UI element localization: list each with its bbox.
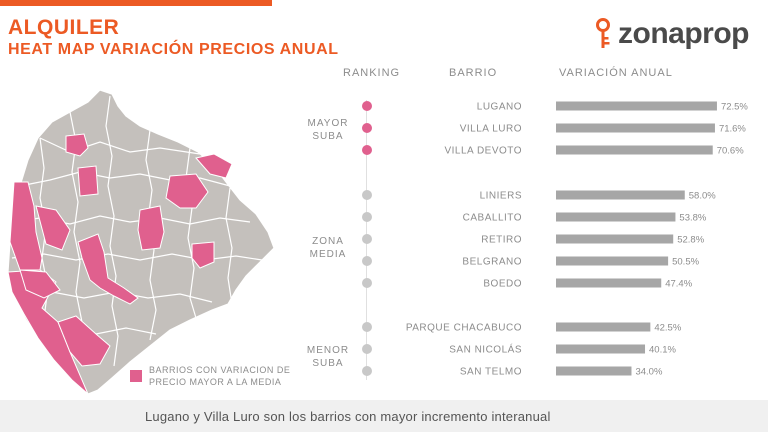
value-label-parque-chacabuco: 42.5% bbox=[654, 323, 681, 334]
map-area-belgrano bbox=[165, 173, 209, 209]
map-area-mataderos bbox=[35, 205, 71, 251]
rank-dot-caballito bbox=[362, 212, 372, 222]
value-label-lugano: 72.5% bbox=[721, 102, 748, 113]
bar-liniers bbox=[556, 190, 685, 200]
map-area-villa-soldati bbox=[57, 315, 111, 367]
page-title: ALQUILER bbox=[8, 16, 120, 39]
value-label-san-nicol-s: 40.1% bbox=[649, 345, 676, 356]
page-subtitle: HEAT MAP VARIACIÓN PRECIOS ANUAL bbox=[8, 41, 339, 58]
barrio-label-belgrano: BELGRANO bbox=[462, 257, 522, 268]
variacion-header: VARIACIÓN ANUAL bbox=[559, 67, 673, 79]
value-label-retiro: 52.8% bbox=[677, 235, 704, 246]
group-label-mayor-suba: MAYOR SUBA bbox=[307, 118, 349, 142]
barrio-label-san-telmo: SAN TELMO bbox=[460, 367, 522, 378]
bar-caballito bbox=[556, 212, 676, 222]
barrio-label-parque-chacabuco: PARQUE CHACABUCO bbox=[406, 323, 522, 334]
footer-bar bbox=[0, 400, 768, 432]
barrio-header: BARRIO bbox=[449, 67, 498, 79]
rank-dot-retiro bbox=[362, 234, 372, 244]
footer-caption: Lugano y Villa Luro son los barrios con … bbox=[145, 409, 551, 424]
value-label-villa-devoto: 70.6% bbox=[717, 146, 744, 157]
map-area-lugano bbox=[7, 269, 89, 395]
barrio-label-san-nicol-s: SAN NICOLÁS bbox=[449, 343, 522, 356]
legend-swatch bbox=[130, 370, 142, 382]
key-icon bbox=[596, 18, 610, 48]
map-area-caballito bbox=[137, 205, 165, 251]
top-accent-bar bbox=[0, 0, 272, 6]
group-label-zona-media: ZONA MEDIA bbox=[309, 236, 347, 260]
barrio-label-villa-luro: VILLA LURO bbox=[460, 124, 522, 135]
rank-dot-liniers bbox=[362, 190, 372, 200]
map-area-villa-riachuelo bbox=[19, 269, 61, 299]
rank-dot-san-telmo bbox=[362, 366, 372, 376]
bar-villa-luro bbox=[556, 123, 715, 133]
value-label-belgrano: 50.5% bbox=[672, 257, 699, 268]
rank-dot-parque-chacabuco bbox=[362, 322, 372, 332]
rank-dot-boedo bbox=[362, 278, 372, 288]
heat-map bbox=[7, 89, 275, 395]
barrio-label-caballito: CABALLITO bbox=[463, 213, 522, 224]
barrio-label-boedo: BOEDO bbox=[483, 279, 522, 290]
map-area-retiro bbox=[195, 153, 233, 179]
rank-dot-belgrano bbox=[362, 256, 372, 266]
bar-retiro bbox=[556, 234, 674, 244]
barrio-label-retiro: RETIRO bbox=[481, 235, 522, 246]
bar-lugano bbox=[556, 101, 717, 111]
barrio-label-lugano: LUGANO bbox=[477, 102, 522, 113]
logo-wordmark: zonaprop bbox=[618, 17, 750, 50]
highlighted-neighborhoods bbox=[7, 133, 233, 395]
legend-text: BARRIOS CON VARIACION DE PRECIO MAYOR A L… bbox=[149, 365, 291, 387]
bar-parque-chacabuco bbox=[556, 322, 651, 332]
group-label-menor-suba: MENOR SUBA bbox=[306, 345, 350, 369]
rank-dot-villa-devoto bbox=[362, 145, 372, 155]
value-label-caballito: 53.8% bbox=[679, 213, 706, 224]
bar-belgrano bbox=[556, 256, 669, 266]
bar-villa-devoto bbox=[556, 145, 713, 155]
rank-dot-san-nicol-s bbox=[362, 344, 372, 354]
bar-san-telmo bbox=[556, 366, 632, 376]
rank-dot-lugano bbox=[362, 101, 372, 111]
map-area-villa-devoto bbox=[65, 133, 89, 157]
bar-boedo bbox=[556, 278, 662, 288]
barrio-label-liniers: LINIERS bbox=[480, 191, 522, 202]
bar-san-nicol-s bbox=[556, 344, 646, 354]
map-area-villa-luro bbox=[77, 165, 99, 197]
value-label-san-telmo: 34.0% bbox=[635, 367, 662, 378]
rank-dot-villa-luro bbox=[362, 123, 372, 133]
value-label-liniers: 58.0% bbox=[689, 191, 716, 202]
map-area-boedo bbox=[191, 241, 215, 269]
ranking-header: RANKING bbox=[343, 67, 401, 79]
map-area-flores bbox=[77, 233, 139, 305]
value-label-villa-luro: 71.6% bbox=[719, 124, 746, 135]
barrio-label-villa-devoto: VILLA DEVOTO bbox=[444, 146, 522, 157]
map-area-liniers bbox=[9, 181, 43, 271]
value-label-boedo: 47.4% bbox=[665, 279, 692, 290]
ranking-chart: LUGANO 72.5% VILLA LURO 71.6% VILLA DEVOTO 70… bbox=[362, 101, 748, 378]
zonaprop-logo: zonaprop bbox=[592, 14, 750, 54]
